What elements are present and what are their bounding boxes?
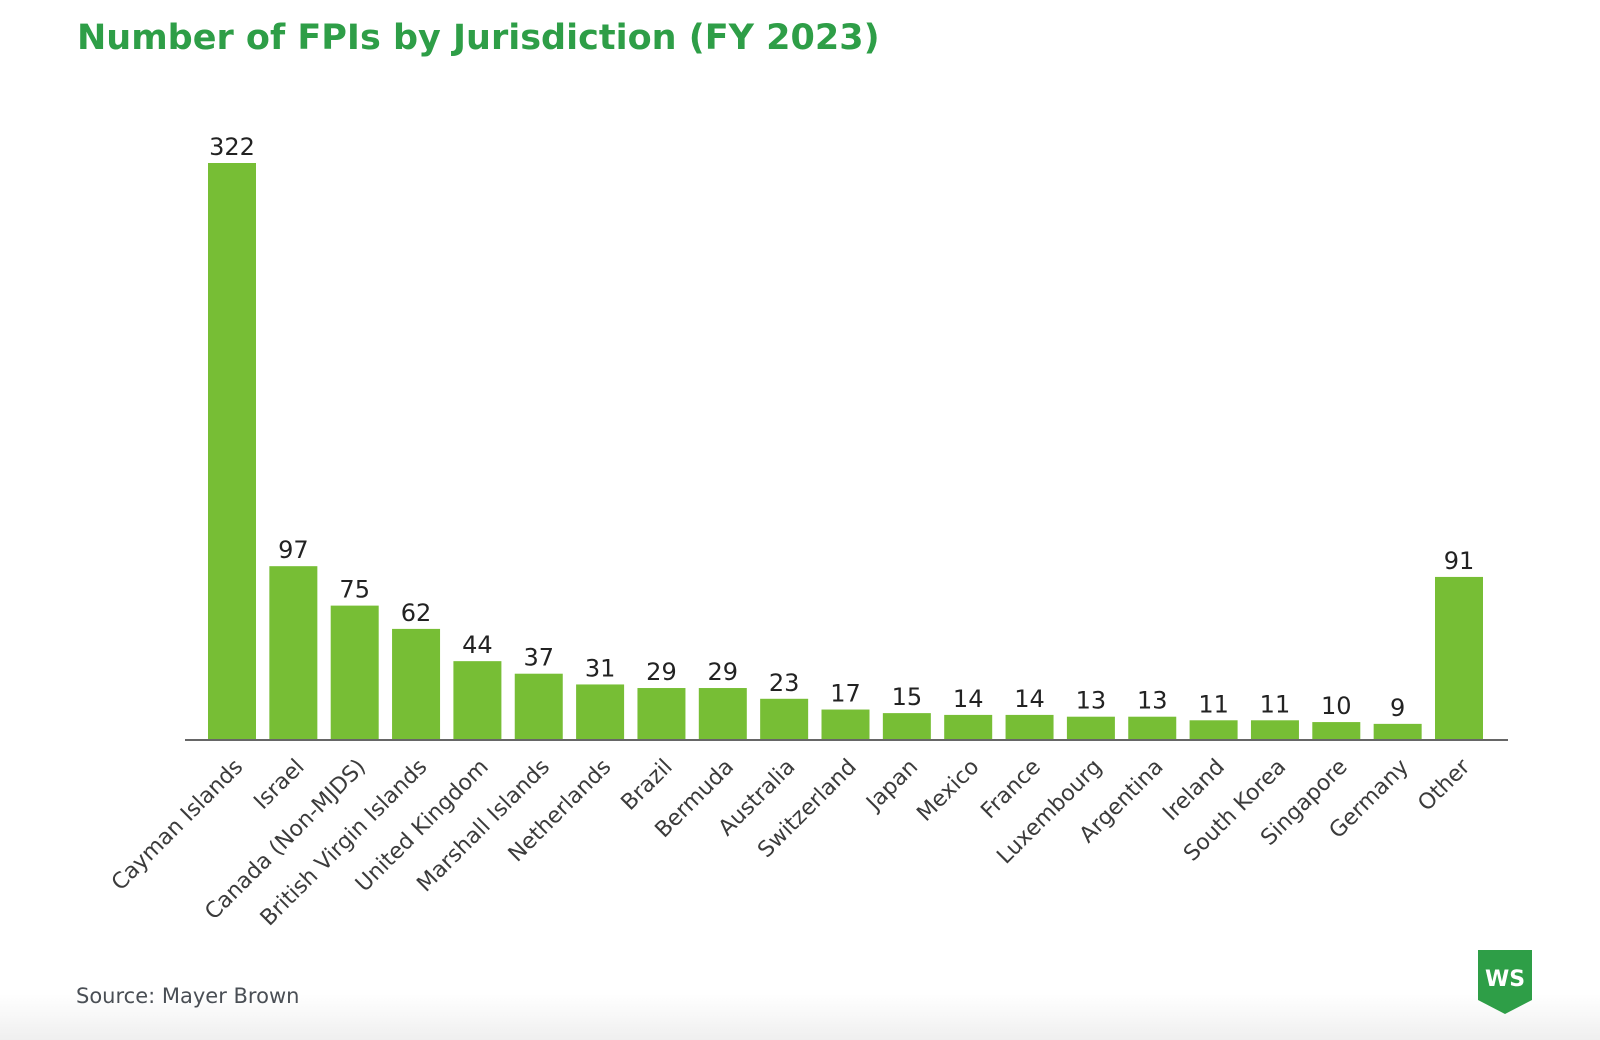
value-label-canada-non-mjds: 75 xyxy=(339,576,370,604)
value-label-other: 91 xyxy=(1444,547,1475,575)
value-label-ireland: 11 xyxy=(1198,690,1229,718)
value-label-switzerland: 17 xyxy=(830,680,861,708)
bar-canada-non-mjds xyxy=(330,605,379,740)
bar-british-virgin-islands xyxy=(392,628,441,740)
bar-australia xyxy=(760,698,809,740)
bar-cayman-islands xyxy=(208,163,256,740)
value-labels-group: 322 97 75 62 44 37 31 29 29 23 17 15 14 14 13 13 11 11 10 9… xyxy=(209,133,1474,722)
value-label-australia: 23 xyxy=(769,669,800,697)
value-label-brazil: 29 xyxy=(646,658,677,686)
bar-germany xyxy=(1373,723,1422,740)
bar-japan xyxy=(882,713,931,740)
chart-title: Number of FPIs by Jurisdiction (FY 2023) xyxy=(77,18,880,58)
source-note: Source: Mayer Brown xyxy=(76,984,300,1008)
value-label-luxembourg: 13 xyxy=(1076,687,1107,715)
value-label-singapore: 10 xyxy=(1321,692,1352,720)
bar-ireland xyxy=(1189,720,1238,740)
bar-bermuda xyxy=(698,688,747,740)
category-label-cayman-islands: Cayman Islands xyxy=(107,755,248,896)
bar-brazil xyxy=(637,688,686,740)
bar-netherlands xyxy=(576,684,625,740)
value-label-netherlands: 31 xyxy=(585,654,616,682)
logo-text: WS xyxy=(1485,967,1525,992)
bar-israel xyxy=(269,566,318,740)
value-label-united-kingdom: 44 xyxy=(462,631,493,659)
value-label-france: 14 xyxy=(1014,685,1045,713)
bar-united-kingdom xyxy=(453,661,502,740)
bottom-fade xyxy=(0,994,1600,1040)
value-label-cayman-islands: 322 xyxy=(209,133,255,161)
bar-other xyxy=(1435,576,1483,740)
value-label-japan: 15 xyxy=(892,683,923,711)
bar-singapore xyxy=(1312,722,1361,740)
bar-france xyxy=(1005,714,1054,740)
ws-shield-logo-icon: WS xyxy=(1478,950,1532,1014)
value-label-israel: 97 xyxy=(278,536,309,564)
logo-shield-shape xyxy=(1478,950,1532,1014)
category-label-israel: Israel xyxy=(249,755,309,815)
bars-group xyxy=(208,163,1483,740)
bar-south-korea xyxy=(1250,720,1299,740)
bar-mexico xyxy=(944,714,993,740)
bar-marshall-islands xyxy=(514,673,563,740)
value-label-germany: 9 xyxy=(1390,694,1405,722)
value-label-south-korea: 11 xyxy=(1260,690,1291,718)
bar-switzerland xyxy=(821,709,870,740)
bar-argentina xyxy=(1128,716,1177,740)
category-label-mexico: Mexico xyxy=(912,755,984,827)
value-label-marshall-islands: 37 xyxy=(523,644,554,672)
value-label-bermuda: 29 xyxy=(708,658,739,686)
value-label-mexico: 14 xyxy=(953,685,984,713)
value-label-british-virgin-islands: 62 xyxy=(401,599,432,627)
value-label-argentina: 13 xyxy=(1137,687,1168,715)
category-label-other: Other xyxy=(1413,754,1476,817)
bar-luxembourg xyxy=(1066,716,1115,740)
